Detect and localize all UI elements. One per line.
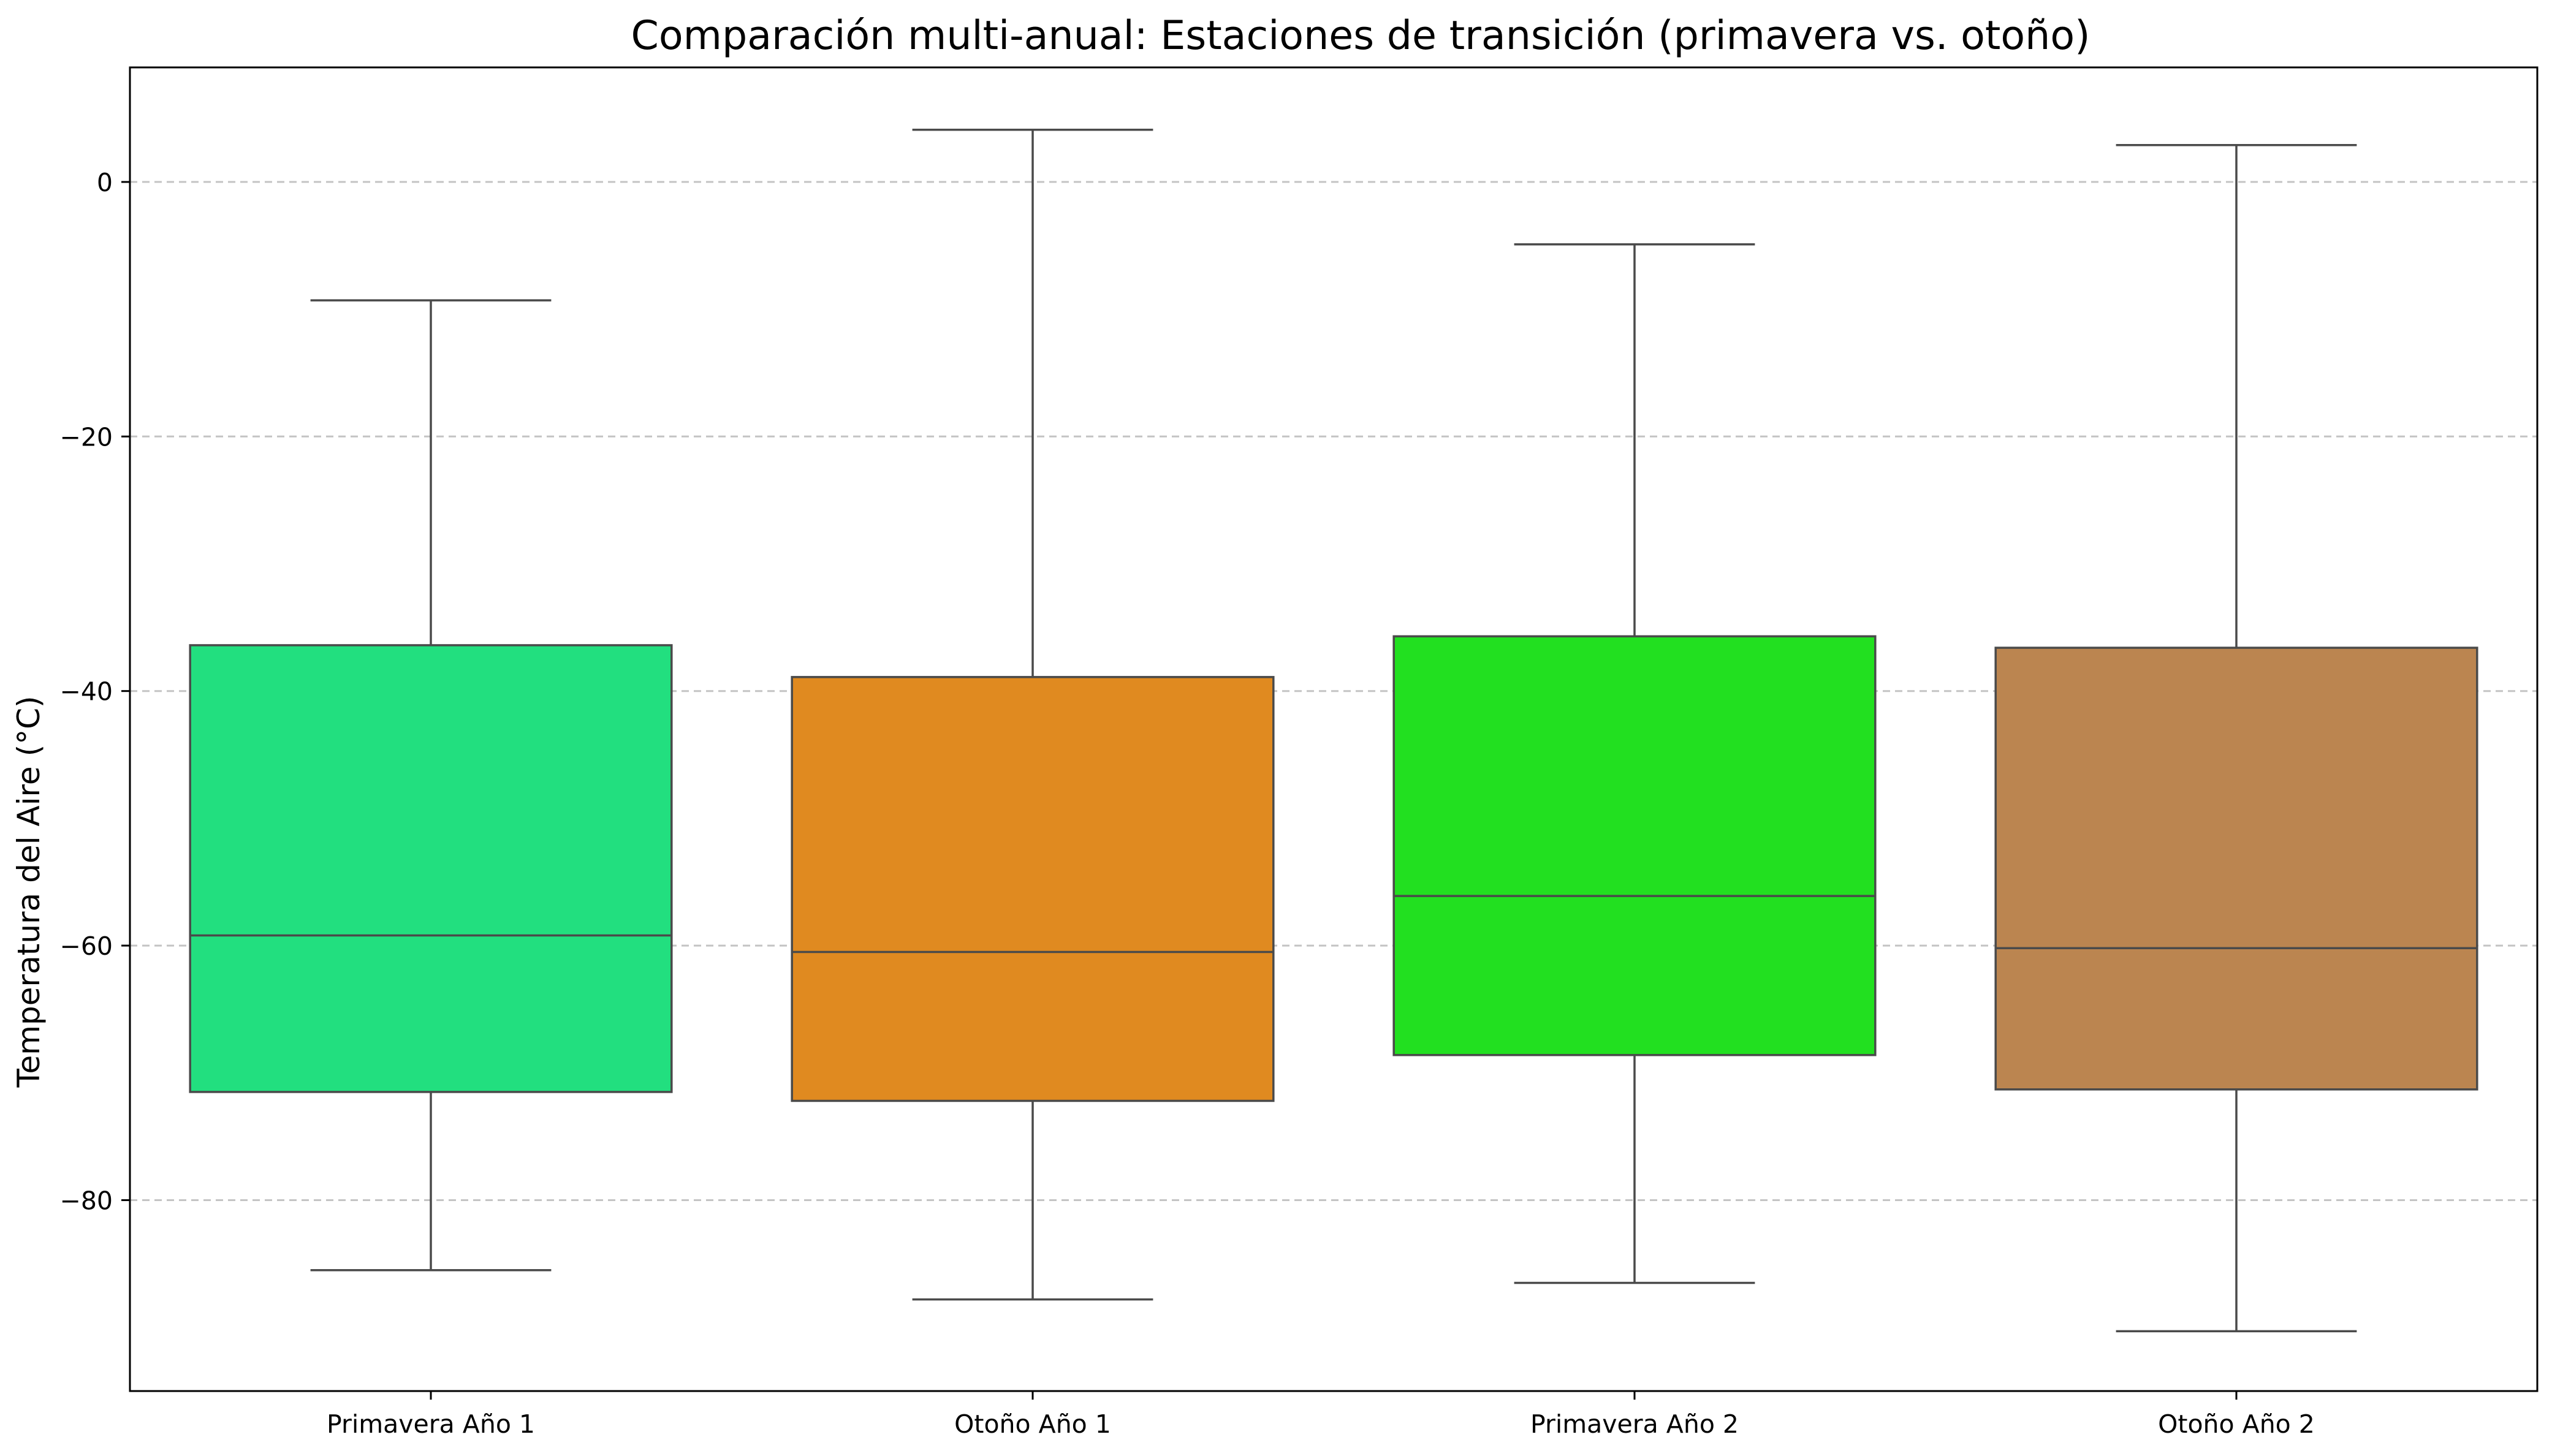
box-iqr [189,644,673,1093]
grid-lines [130,181,2537,1201]
box-iqr [1994,646,2478,1091]
x-tick-label: Primavera Año 2 [1530,1409,1739,1439]
x-tick-label: Otoño Año 2 [2158,1409,2315,1439]
box-group [1392,243,1877,1284]
y-tick-label: 0 [97,168,113,197]
y-tick-label: −20 [59,422,113,452]
y-tick-label: −60 [59,931,113,961]
boxes [189,129,2478,1333]
y-tick-label: −80 [59,1186,113,1215]
box-iqr [791,676,1275,1102]
y-tick-label: −40 [59,677,113,707]
x-tick-label: Otoño Año 1 [954,1409,1111,1439]
y-axis-label: Temperatura del Aire (°C) [11,696,47,1088]
box-iqr [1392,635,1877,1056]
chart-title: Comparación multi-anual: Estaciones de t… [631,13,2090,59]
box-group [791,129,1275,1301]
axes: 0 −20 −40 −60 −80 Primavera Año 1 Otoño Año 1 P… [59,66,2539,1439]
plot-frame [129,66,2539,1392]
x-tick-label: Primavera Año 1 [327,1409,535,1439]
box-group [189,299,673,1272]
box-group [1994,143,2478,1333]
